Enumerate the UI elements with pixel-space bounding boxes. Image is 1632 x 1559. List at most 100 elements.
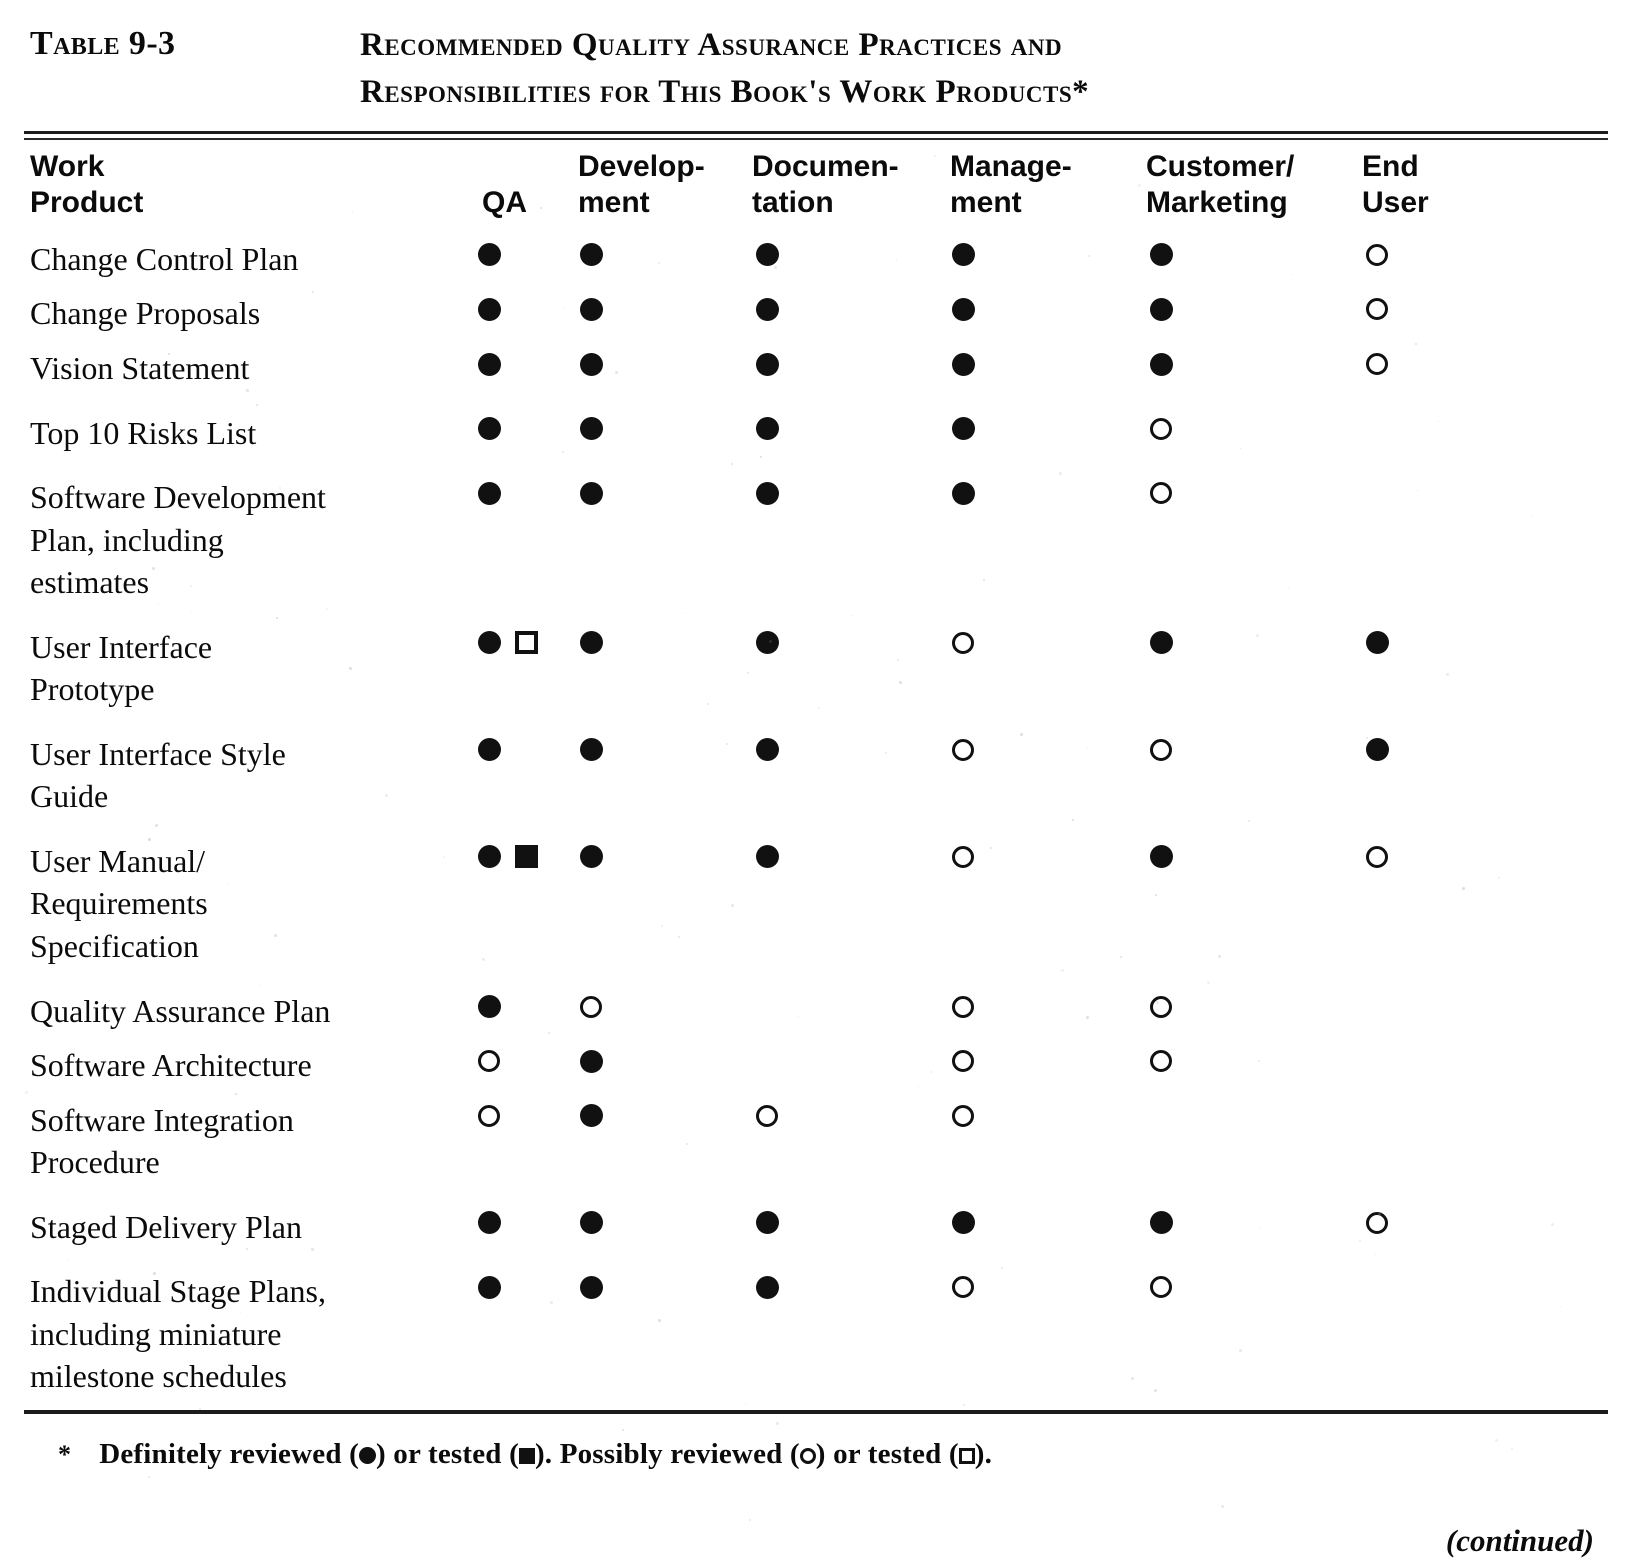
row-label: Change Control Plan <box>30 240 299 277</box>
hollow-square-icon <box>515 631 538 655</box>
filled-circle-icon <box>478 243 501 267</box>
filled-circle-icon <box>756 352 779 376</box>
filled-square-icon <box>518 1447 535 1464</box>
table-title-line-2: Responsibilities for This Book's Work Pr… <box>360 73 1090 110</box>
filled-square-icon <box>515 845 538 869</box>
cell-doc <box>744 1254 944 1404</box>
hollow-circle-icon <box>478 1050 500 1073</box>
filled-circle-icon <box>756 631 779 655</box>
table-row: Vision Statement <box>24 341 1608 396</box>
filled-circle-icon <box>756 1275 779 1299</box>
hollow-circle-icon <box>1150 417 1172 440</box>
cell-qa <box>448 341 568 396</box>
header-line-2: QA <box>482 186 527 220</box>
cell-mgmt <box>944 341 1140 396</box>
filled-circle-icon <box>580 1049 603 1073</box>
table-row: Software Integration Procedure <box>24 1093 1608 1190</box>
cell-end <box>1352 610 1608 717</box>
cell-dev <box>568 974 744 1039</box>
table-row: User Manual/Requirements Specification <box>24 824 1608 974</box>
cell-end <box>1352 1038 1608 1093</box>
column-header-work-product: Work Product <box>24 140 448 232</box>
cell-doc <box>744 824 944 974</box>
cell-cust <box>1140 286 1352 341</box>
filled-circle-icon <box>756 1211 779 1235</box>
cell-end <box>1352 1254 1608 1404</box>
cell-end <box>1352 341 1608 396</box>
header-line-2: ment <box>578 186 650 220</box>
table-bottom-rule <box>24 1409 1608 1414</box>
table-head: Work Product QA Develop-ment Documen-tati… <box>24 140 1608 232</box>
hollow-circle-icon <box>952 1104 974 1127</box>
cell-doc <box>744 610 944 717</box>
filled-circle-icon <box>478 845 501 869</box>
cell-qa <box>448 1093 568 1190</box>
cell-dev <box>568 396 744 461</box>
cell-dev <box>568 1038 744 1093</box>
header-line-1: End <box>1362 149 1419 183</box>
hollow-circle-icon <box>799 1447 816 1464</box>
footnote-part-4: ) or tested ( <box>815 1437 959 1470</box>
table-row: User Interface Style Guide <box>24 717 1608 824</box>
filled-circle-icon <box>478 297 501 321</box>
table-row: Quality Assurance Plan <box>24 974 1608 1039</box>
cell-qa <box>448 460 568 610</box>
filled-circle-icon <box>1150 1211 1173 1235</box>
header-line-2: ment <box>950 186 1022 220</box>
filled-circle-icon <box>580 297 603 321</box>
row-label: User Interface Style Guide <box>30 735 286 815</box>
hollow-circle-icon <box>1150 482 1172 505</box>
hollow-square-icon <box>958 1447 975 1464</box>
header-line-1: Develop- <box>578 149 705 183</box>
hollow-circle-icon <box>580 995 602 1018</box>
cell-qa <box>448 717 568 824</box>
qa-practices-table: Work Product QA Develop-ment Documen-tati… <box>24 140 1608 1404</box>
footnote-text: Definitely reviewed () or tested (). Pos… <box>99 1438 992 1471</box>
cell-doc <box>744 341 944 396</box>
filled-circle-icon <box>756 243 779 267</box>
filled-circle-icon <box>952 481 975 505</box>
cell-doc <box>744 1093 944 1190</box>
hollow-circle-icon <box>1366 353 1388 375</box>
cell-qa <box>448 232 568 287</box>
hollow-circle-icon <box>952 845 974 868</box>
cell-cust <box>1140 1093 1352 1190</box>
cell-cust <box>1140 341 1352 396</box>
row-label: Software Development Plan, including estim… <box>30 479 326 601</box>
cell-qa <box>448 1254 568 1404</box>
column-header-end-user: End User <box>1352 140 1608 232</box>
hollow-circle-icon <box>756 1104 778 1127</box>
filled-circle-icon <box>478 352 501 376</box>
cell-cust <box>1140 717 1352 824</box>
cell-cust <box>1140 460 1352 610</box>
cell-cust <box>1140 610 1352 717</box>
hollow-circle-icon <box>952 631 974 654</box>
filled-circle-icon <box>1150 845 1173 869</box>
filled-circle-icon <box>580 1211 603 1235</box>
filled-circle-icon <box>478 631 501 655</box>
table-row: Change Control Plan <box>24 232 1608 287</box>
filled-circle-icon <box>478 481 501 505</box>
cell-dev <box>568 1093 744 1190</box>
row-label: User Manual/Requirements Specification <box>30 842 208 965</box>
cell-mgmt <box>944 1190 1140 1255</box>
filled-circle-icon <box>1150 631 1173 655</box>
column-header-documentation: Documen-tation <box>744 140 944 232</box>
filled-circle-icon <box>478 995 501 1019</box>
header-line-1: Customer/ <box>1146 149 1295 183</box>
cell-doc <box>744 396 944 461</box>
hollow-circle-icon <box>1150 738 1172 761</box>
hollow-circle-icon <box>1366 298 1388 321</box>
row-label: Individual Stage Plans, including miniatu… <box>30 1273 326 1395</box>
filled-circle-icon <box>580 481 603 505</box>
cell-doc <box>744 717 944 824</box>
header-line-2: Product <box>30 186 144 220</box>
filled-circle-icon <box>580 417 603 441</box>
cell-qa <box>448 824 568 974</box>
cell-end <box>1352 232 1608 287</box>
cell-mgmt <box>944 396 1140 461</box>
filled-circle-icon <box>478 738 501 762</box>
table-row: Individual Stage Plans, including miniatu… <box>24 1254 1608 1404</box>
cell-end <box>1352 396 1608 461</box>
